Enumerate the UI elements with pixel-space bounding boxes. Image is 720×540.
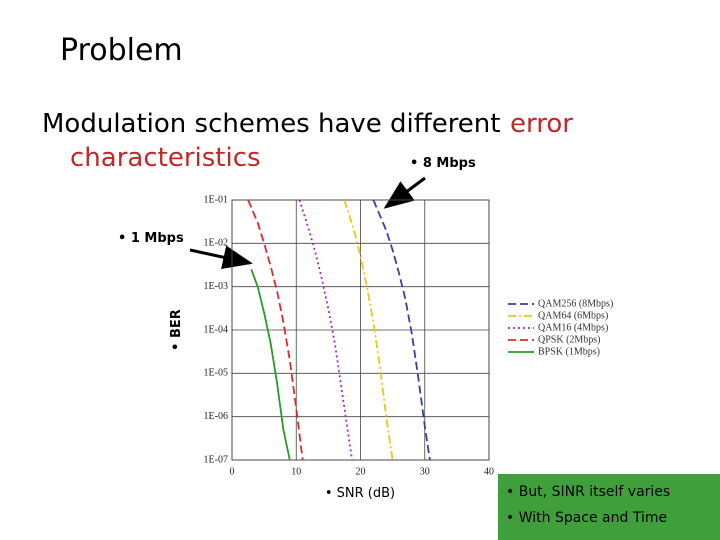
callout-arrow	[189, 245, 253, 270]
note-line: • With Space and Time	[506, 510, 667, 526]
x-tick-label: 40	[484, 466, 494, 477]
y-tick-label: 1E-02	[204, 238, 228, 249]
note-line: • But, SINR itself varies	[506, 484, 670, 500]
x-axis-label: • SNR (dB)	[325, 486, 395, 501]
slide-title: Problem	[60, 33, 183, 68]
callout: • 8 Mbps	[410, 156, 476, 171]
legend-label: BPSK (1Mbps)	[538, 346, 600, 357]
legend-label: QAM16 (4Mbps)	[538, 322, 608, 333]
heading-highlight: characteristics	[70, 143, 261, 173]
legend-label: QPSK (2Mbps)	[538, 334, 601, 345]
y-tick-label: 1E-04	[204, 324, 228, 335]
y-tick-label: 1E-05	[204, 368, 228, 379]
callout: • 1 Mbps	[118, 231, 184, 246]
series-line	[247, 199, 304, 461]
heading-highlight: error	[510, 109, 573, 139]
note-box	[498, 474, 720, 540]
x-tick-label: 20	[356, 466, 366, 477]
legend-label: QAM256 (8Mbps)	[538, 298, 613, 309]
x-tick-label: 10	[291, 466, 301, 477]
x-tick-label: 0	[230, 466, 235, 477]
series-line	[298, 199, 353, 461]
callout-arrow	[383, 176, 426, 209]
series-line	[343, 199, 394, 461]
y-tick-label: 1E-06	[204, 411, 228, 422]
y-axis-label: • BER	[169, 309, 184, 351]
y-tick-label: 1E-07	[204, 454, 228, 465]
legend-label: QAM64 (6Mbps)	[538, 310, 608, 321]
x-tick-label: 30	[420, 466, 430, 477]
series-line	[372, 199, 431, 461]
heading: Modulation schemes have different	[42, 109, 500, 139]
series-line	[250, 269, 291, 461]
y-tick-label: 1E-03	[204, 281, 228, 292]
y-tick-label: 1E-01	[204, 194, 228, 205]
